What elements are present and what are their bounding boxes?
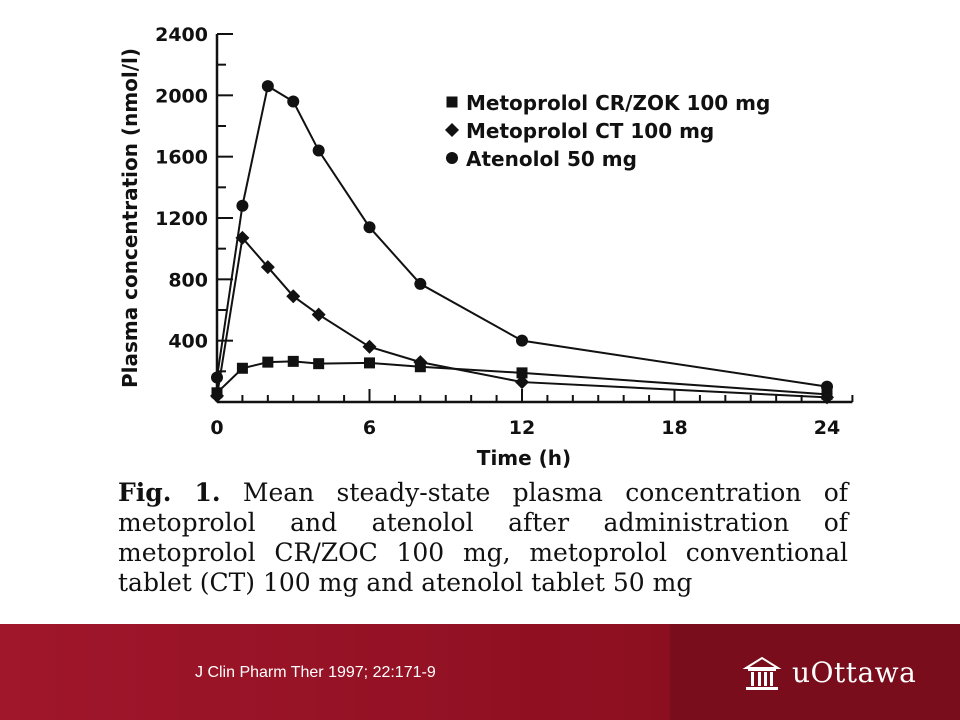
data-point-square — [364, 357, 375, 369]
legend-entry: Metoprolol CT 100 mg — [466, 119, 714, 143]
y-axis-title: Plasma concentration (nmol/l) — [118, 48, 142, 388]
data-point-circle — [821, 380, 833, 393]
x-tick-label: 18 — [661, 417, 687, 439]
data-point-diamond — [210, 388, 224, 403]
x-tick-label: 12 — [509, 417, 535, 439]
data-point-diamond — [286, 289, 301, 304]
y-tick-label: 800 — [168, 269, 208, 291]
data-point-circle — [363, 221, 376, 234]
figure-label: Fig. 1. — [118, 478, 221, 507]
data-point-square — [236, 362, 248, 374]
x-tick-label: 0 — [210, 417, 223, 439]
data-point-circle — [211, 371, 223, 384]
figure-caption-text: Mean steady-state plasma concentration o… — [118, 478, 848, 597]
footer-left-panel: J Clin Pharm Ther 1997; 22:171-9 — [0, 624, 670, 720]
data-point-circle — [287, 95, 300, 108]
footer-right-panel — [670, 624, 960, 720]
data-point-diamond — [260, 260, 275, 275]
chart: 400 800 1200 1600 2000 2400 0 6 12 18 24 Metoprolo… — [118, 24, 854, 470]
chart-axes: 400 800 1200 1600 2000 2400 0 6 12 18 24 — [155, 24, 854, 439]
legend-marker-diamond — [445, 123, 459, 137]
citation-text: J Clin Pharm Ther 1997; 22:171-9 — [195, 664, 436, 681]
data-point-circle — [236, 199, 249, 212]
legend-entry: Metoprolol CR/ZOK 100 mg — [466, 91, 770, 115]
data-point-circle — [261, 80, 274, 93]
x-axis-title: Time (h) — [477, 446, 571, 470]
y-tick-label: 2000 — [155, 85, 208, 107]
y-tick-label: 1600 — [155, 147, 208, 169]
data-point-diamond — [311, 307, 326, 322]
x-tick-label: 24 — [814, 417, 840, 439]
legend-marker-square — [446, 96, 458, 108]
legend-entry: Atenolol 50 mg — [466, 147, 637, 171]
chart-legend: Metoprolol CR/ZOK 100 mg Metoprolol CT 10… — [445, 91, 770, 171]
data-point-diamond — [413, 355, 428, 370]
y-tick-label: 2400 — [155, 24, 208, 46]
data-point-square — [516, 367, 528, 379]
figure-caption: Fig. 1. Mean steady-state plasma concent… — [118, 478, 848, 598]
building-icon — [742, 656, 782, 690]
data-point-square — [287, 355, 299, 367]
data-point-square — [313, 358, 325, 370]
chart-series — [210, 80, 834, 405]
footer-bar: J Clin Pharm Ther 1997; 22:171-9 uOttawa — [0, 624, 960, 720]
data-point-diamond — [362, 339, 377, 354]
data-point-square — [262, 356, 274, 368]
data-point-diamond — [820, 390, 834, 405]
logo-text: uOttawa — [792, 656, 917, 689]
data-point-circle — [516, 334, 528, 347]
legend-marker-circle — [446, 152, 458, 164]
data-point-diamond — [515, 375, 529, 390]
data-point-circle — [312, 144, 325, 157]
x-tick-label: 6 — [363, 417, 376, 439]
y-tick-label: 400 — [168, 331, 208, 353]
data-point-circle — [414, 277, 427, 290]
y-tick-label: 1200 — [155, 208, 208, 230]
